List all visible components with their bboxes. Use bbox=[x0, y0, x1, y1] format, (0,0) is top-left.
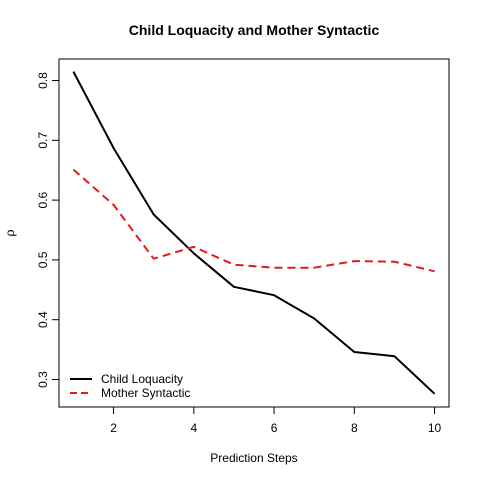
y-tick-label: 0.7 bbox=[36, 132, 50, 149]
y-tick-label: 0.4 bbox=[36, 311, 50, 328]
plot-frame bbox=[58, 58, 450, 408]
y-tick-label: 0.8 bbox=[36, 72, 50, 89]
series-layer bbox=[72, 71, 436, 395]
x-axis: 2 4 6 8 10 bbox=[110, 407, 442, 435]
chart-title: Child Loquacity and Mother Syntactic bbox=[129, 22, 380, 38]
legend-label-mother-syntactic: Mother Syntactic bbox=[101, 386, 190, 400]
y-axis: 0.3 0.4 0.5 0.6 0.7 0.8 bbox=[36, 72, 59, 388]
x-tick-label: 10 bbox=[428, 421, 442, 435]
legend-label-child-loquacity: Child Loquacity bbox=[101, 372, 183, 386]
y-axis-label: ρ bbox=[3, 229, 17, 236]
y-tick-label: 0.5 bbox=[36, 251, 50, 268]
y-tick-label: 0.3 bbox=[36, 371, 50, 388]
x-tick-label: 2 bbox=[110, 421, 117, 435]
series-line-child-loquacity bbox=[72, 71, 436, 395]
x-tick-label: 8 bbox=[351, 421, 358, 435]
x-axis-label: Prediction Steps bbox=[210, 451, 297, 465]
x-tick-label: 4 bbox=[190, 421, 197, 435]
x-tick-label: 6 bbox=[271, 421, 278, 435]
series-line-mother-syntactic bbox=[72, 168, 435, 273]
y-tick-label: 0.6 bbox=[36, 191, 50, 208]
